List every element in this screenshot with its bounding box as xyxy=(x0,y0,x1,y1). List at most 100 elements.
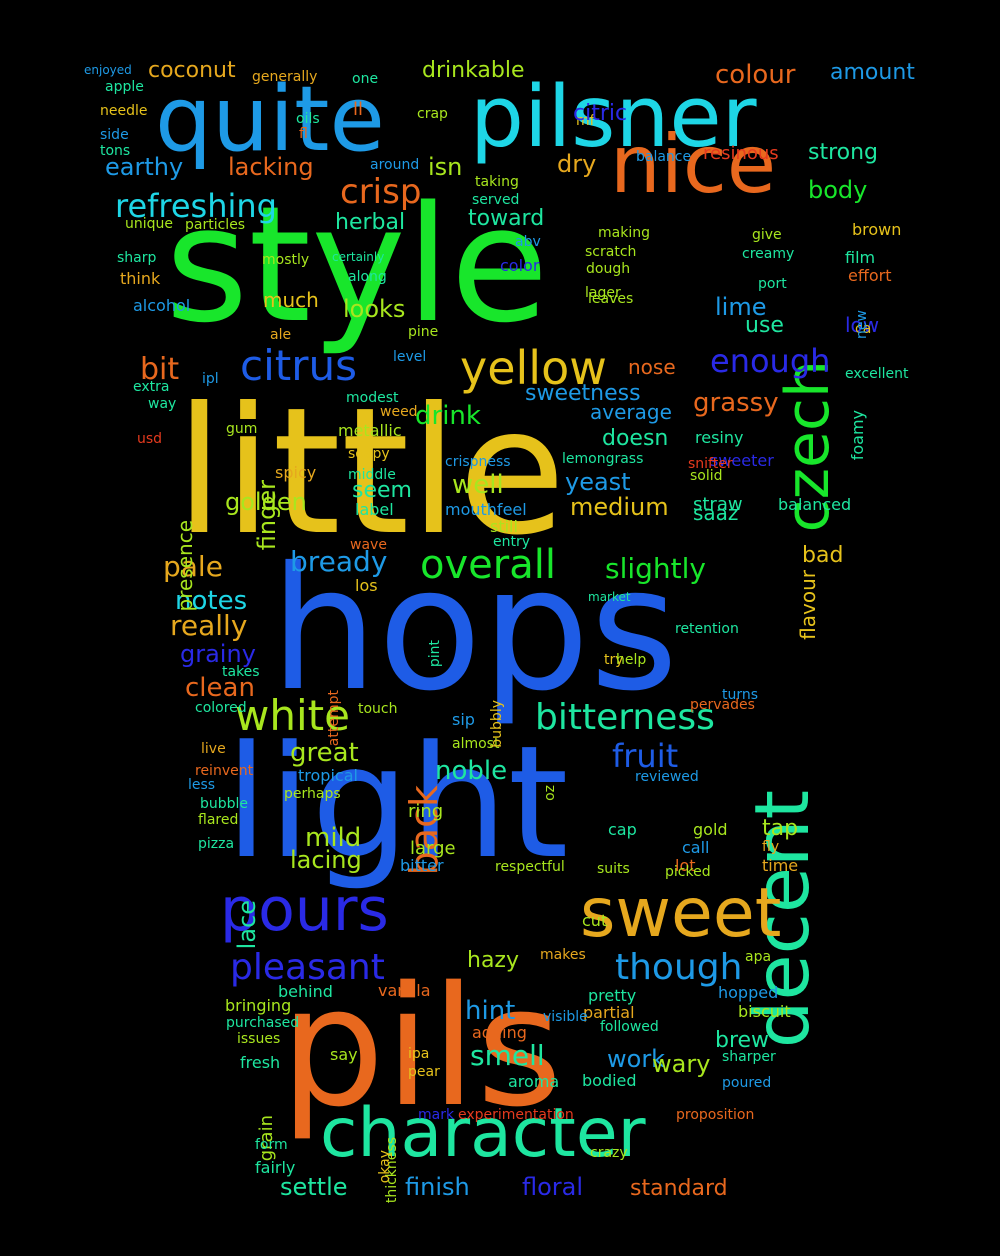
cloud-word: form xyxy=(255,1137,288,1153)
cloud-word: bready xyxy=(290,545,388,578)
cloud-word: pleasant xyxy=(230,947,385,988)
cloud-word: bodied xyxy=(582,1071,637,1090)
cloud-word: dry xyxy=(557,150,597,178)
cloud-word: metallic xyxy=(338,421,402,440)
cloud-word: great xyxy=(290,738,359,768)
cloud-word: entry xyxy=(493,534,531,550)
cloud-word: new xyxy=(854,310,870,339)
cloud-word: alcohol xyxy=(133,296,191,315)
cloud-word: bubble xyxy=(200,796,249,812)
cloud-word: bad xyxy=(802,543,844,568)
cloud-word: lace xyxy=(233,900,261,950)
cloud-word: drink xyxy=(415,401,481,431)
cloud-word: drinkable xyxy=(422,58,525,83)
cloud-word: wave xyxy=(350,537,387,553)
cloud-word: apple xyxy=(105,79,144,95)
cloud-word: yeast xyxy=(565,468,631,496)
cloud-word: citric xyxy=(573,101,628,126)
cloud-word: followed xyxy=(600,1019,659,1035)
cloud-word: hops xyxy=(270,531,679,729)
cloud-word: light xyxy=(225,712,569,893)
cloud-word: bubbly xyxy=(489,700,505,748)
cloud-word: golden xyxy=(225,488,307,516)
cloud-word: lager xyxy=(585,285,621,301)
cloud-word: enjoyed xyxy=(84,63,132,77)
cloud-word: refreshing xyxy=(115,187,277,225)
cloud-word: white xyxy=(235,691,350,740)
cloud-word: flavour xyxy=(796,570,820,640)
cloud-word: lacking xyxy=(228,153,314,181)
cloud-word: work xyxy=(607,1045,666,1073)
cloud-word: flared xyxy=(198,812,239,828)
cloud-word: particles xyxy=(185,217,246,233)
cloud-word: grassy xyxy=(693,388,779,418)
cloud-word: fresh xyxy=(240,1053,281,1072)
cloud-word: overall xyxy=(420,542,556,588)
cloud-word: takes xyxy=(222,664,260,680)
cloud-word: say xyxy=(330,1045,358,1064)
cloud-word: spicy xyxy=(275,463,317,482)
cloud-word: hopped xyxy=(718,983,779,1002)
cloud-word: generally xyxy=(252,69,318,85)
cloud-word: excellent xyxy=(845,366,909,382)
cloud-word: oils xyxy=(296,111,320,127)
cloud-word: suits xyxy=(597,861,630,877)
cloud-word: makes xyxy=(540,947,586,963)
cloud-word: brown xyxy=(852,220,902,239)
cloud-word: style xyxy=(165,171,549,358)
cloud-word: well xyxy=(452,470,504,500)
cloud-word: lot xyxy=(675,856,696,875)
cloud-word: strong xyxy=(808,140,879,165)
cloud-word: give xyxy=(752,227,782,243)
cloud-word: sweeter xyxy=(710,451,774,470)
cloud-word: time xyxy=(762,856,799,875)
cloud-word: quite xyxy=(155,67,385,172)
cloud-word: reviewed xyxy=(635,769,699,785)
cloud-word: saaz xyxy=(693,501,739,525)
cloud-word: weed xyxy=(380,404,418,420)
cloud-word: ipl xyxy=(202,371,219,387)
cloud-word: creamy xyxy=(742,246,795,262)
cloud-word: vanilla xyxy=(378,981,431,1000)
cloud-word: sharper xyxy=(722,1049,776,1065)
cloud-word: resinous xyxy=(703,143,779,164)
cloud-word: tons xyxy=(100,143,131,159)
cloud-word: slightly xyxy=(605,552,706,585)
cloud-word: average xyxy=(590,400,672,424)
cloud-word: pours xyxy=(220,875,389,945)
cloud-word: pilsner xyxy=(470,68,757,167)
cloud-word: use xyxy=(745,313,784,338)
cloud-word: pervades xyxy=(690,697,755,713)
cloud-word: solid xyxy=(690,468,723,484)
cloud-word: bringing xyxy=(225,996,292,1015)
cloud-word: experimentation xyxy=(458,1107,574,1123)
cloud-word: colour xyxy=(715,60,796,90)
cloud-word: visible xyxy=(543,1009,588,1025)
cloud-word: turns xyxy=(722,687,759,703)
cloud-word: crisp xyxy=(340,172,422,212)
cloud-word: large xyxy=(410,838,456,859)
cloud-word: gum xyxy=(226,421,258,437)
cloud-word: nice xyxy=(610,118,777,211)
cloud-word: okay xyxy=(377,1150,393,1184)
cloud-word: way xyxy=(148,396,177,412)
cloud-word: effort xyxy=(848,266,892,285)
cloud-word: film xyxy=(845,248,876,267)
cloud-word: market xyxy=(588,590,631,604)
cloud-word: seem xyxy=(352,478,412,503)
cloud-word: floral xyxy=(522,1173,584,1201)
cloud-word: pale xyxy=(163,550,223,583)
cloud-word: try xyxy=(604,652,624,668)
cloud-word: crispness xyxy=(445,454,511,470)
cloud-word: less xyxy=(188,777,216,793)
cloud-word: ll xyxy=(353,99,364,120)
cloud-word: one xyxy=(352,71,379,87)
cloud-word: low xyxy=(845,313,880,337)
cloud-word: amount xyxy=(830,60,915,85)
cloud-word: colored xyxy=(195,700,247,716)
cloud-word: herbal xyxy=(335,210,406,235)
cloud-word: yellow xyxy=(460,341,607,395)
cloud-word: behind xyxy=(278,982,333,1001)
cloud-word: snifter xyxy=(688,456,733,472)
